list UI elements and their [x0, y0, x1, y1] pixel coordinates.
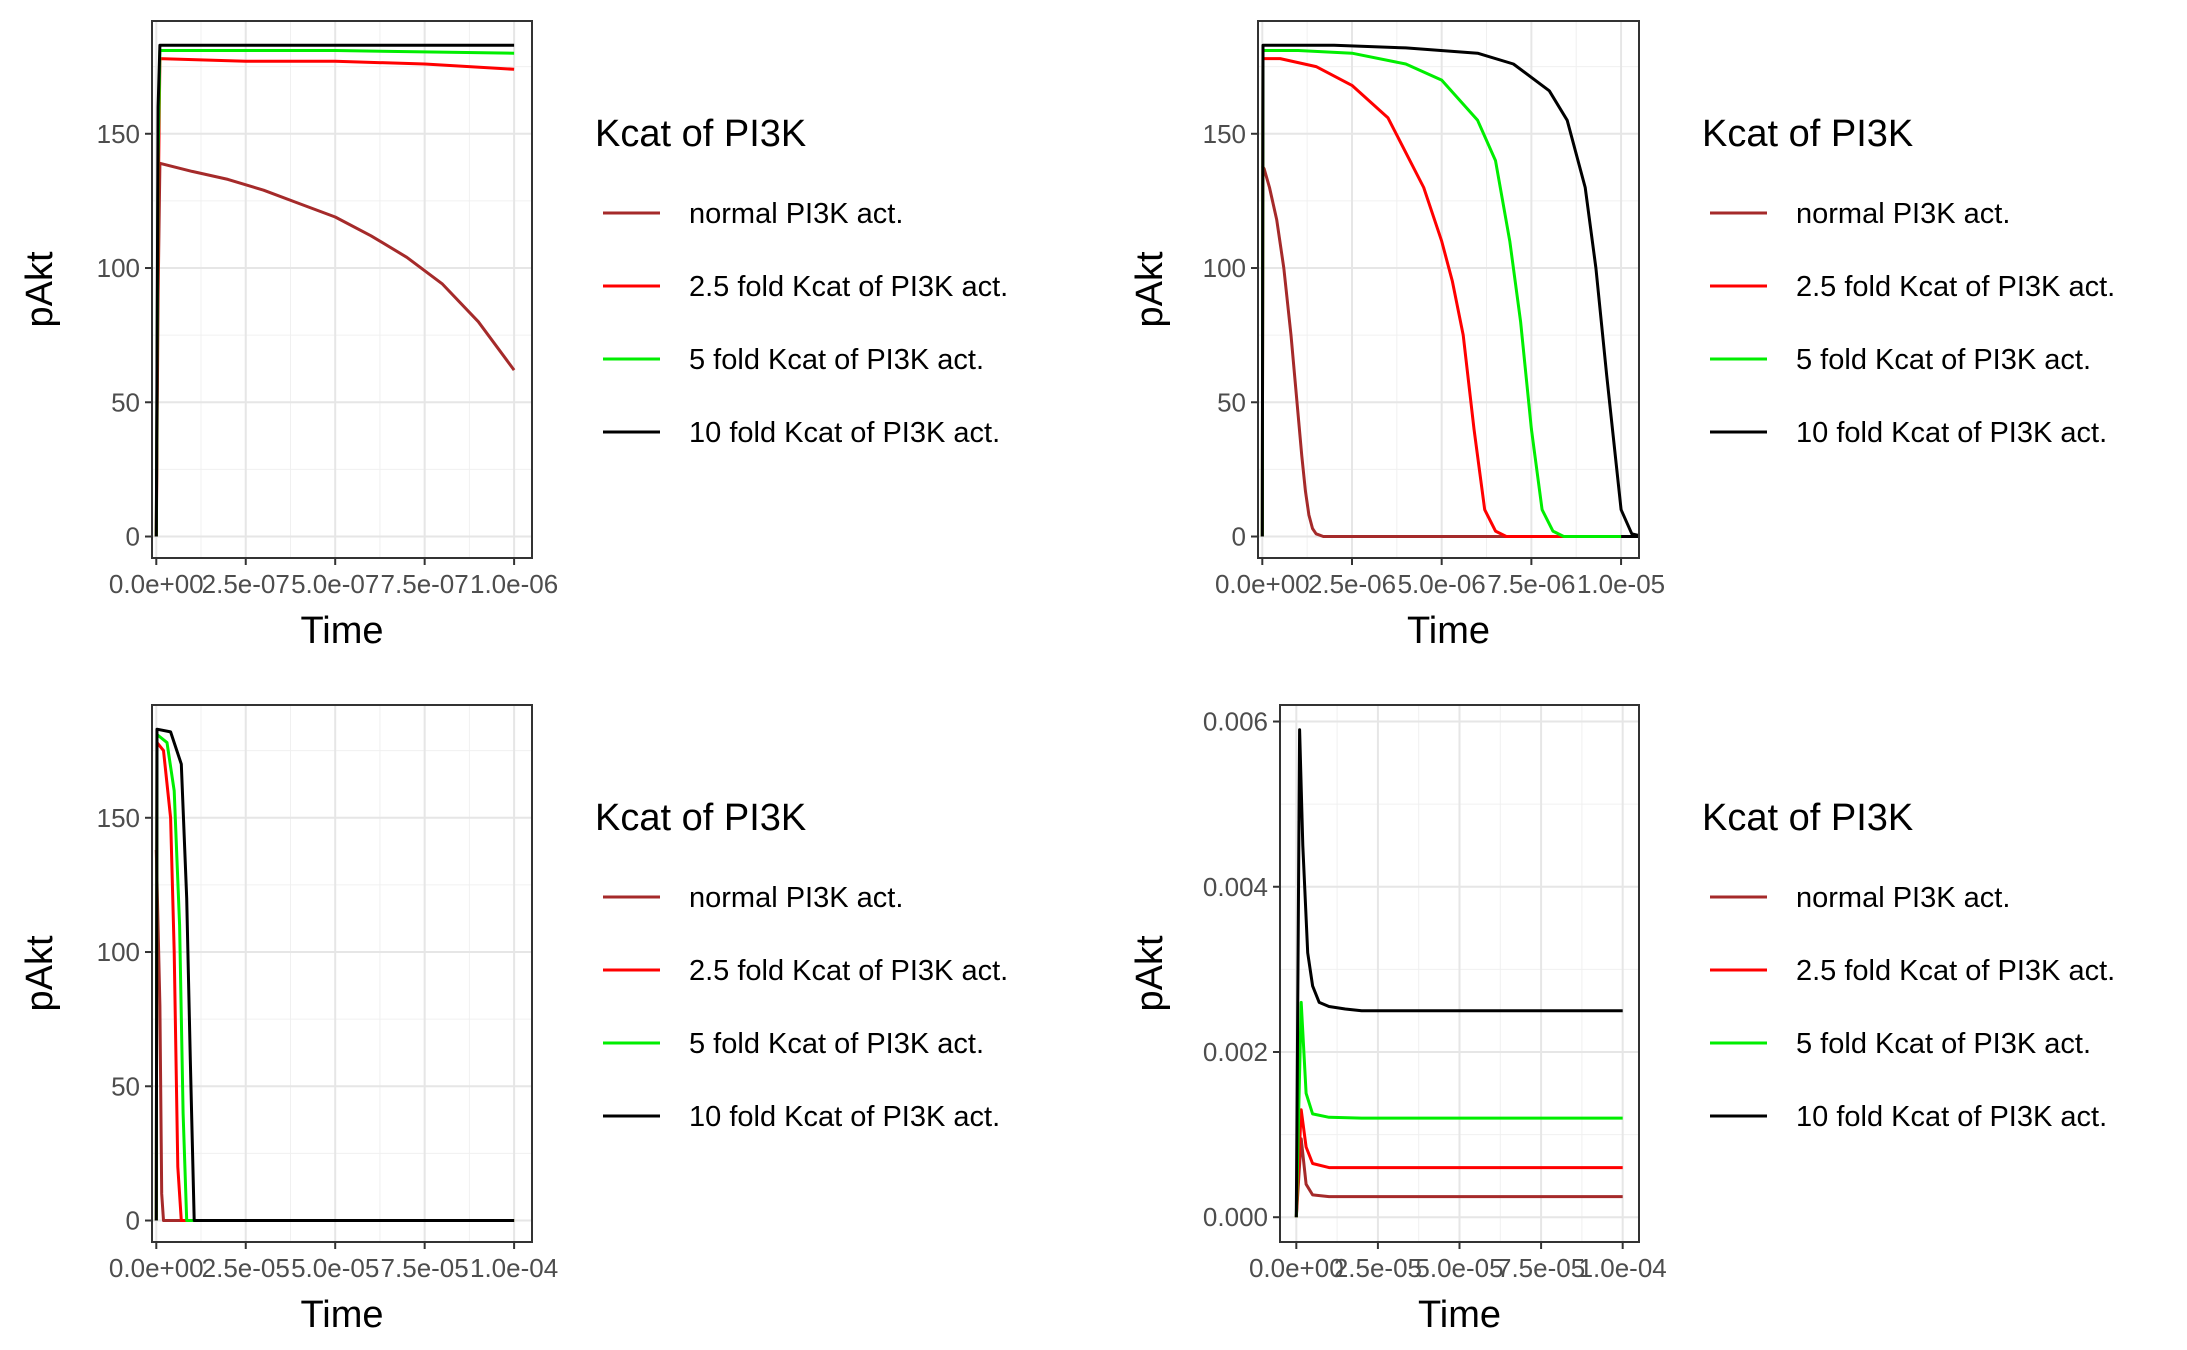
y-axis-title: pAkt: [1129, 251, 1171, 327]
y-axis-title: pAkt: [19, 935, 61, 1011]
series-line-4: [154, 727, 515, 1222]
x-tick-label: 5.0e-05: [1415, 1253, 1503, 1283]
x-tick-label: 1.0e-06: [470, 569, 558, 599]
y-tick-label: 0.004: [1203, 872, 1268, 902]
series-group: [1260, 43, 1639, 538]
legend-title: Kcat of PI3K: [1702, 797, 1913, 839]
x-tick-label: 7.5e-05: [381, 1253, 469, 1283]
y-tick-label: 0.002: [1203, 1037, 1268, 1067]
y-tick-label: 100: [97, 253, 140, 283]
x-tick-label: 7.5e-07: [381, 569, 469, 599]
x-tick-label: 7.5e-06: [1487, 569, 1575, 599]
y-tick-label: 0: [126, 1206, 140, 1236]
x-tick-label: 0.0e+00: [109, 569, 204, 599]
x-tick-label: 1.0e-05: [1577, 569, 1665, 599]
x-tick-label: 1.0e-04: [1579, 1253, 1667, 1283]
legend-label-1: normal PI3K act.: [1796, 882, 2010, 914]
y-tick-label: 50: [111, 1071, 140, 1101]
x-tick-label: 2.5e-05: [1334, 1253, 1422, 1283]
legend-label-2: 2.5 fold Kcat of PI3K act.: [1796, 271, 2115, 303]
y-tick-label: 50: [1217, 387, 1246, 417]
x-tick-label: 5.0e-07: [291, 569, 379, 599]
legend-title: Kcat of PI3K: [595, 797, 806, 839]
x-tick-label: 5.0e-06: [1398, 569, 1486, 599]
x-tick-label: 2.5e-07: [202, 569, 290, 599]
series-line-2: [1260, 57, 1622, 538]
series-line-4: [1260, 43, 1639, 538]
legend-label-1: normal PI3K act.: [689, 882, 903, 914]
y-tick-label: 150: [97, 119, 140, 149]
legend-title: Kcat of PI3K: [1702, 113, 1913, 155]
legend: Kcat of PI3K normal PI3K act. 2.5 fold Kca…: [1702, 797, 2115, 1133]
series-line-3: [1260, 49, 1622, 538]
y-tick-label: 0.006: [1203, 707, 1268, 737]
legend-label-4: 10 fold Kcat of PI3K act.: [1796, 1101, 2107, 1133]
series-line-4: [154, 43, 515, 537]
y-tick-label: 100: [97, 937, 140, 967]
chart-panel-3: 0.0e+002.5e-05 5.0e-05 7.5e-05 1.0e-04 0 50 10…: [19, 704, 1008, 1336]
y-tick-label: 0: [1232, 522, 1246, 552]
legend-label-3: 5 fold Kcat of PI3K act.: [1796, 1028, 2091, 1060]
legend: Kcat of PI3K normal PI3K act. 2.5 fold Kca…: [595, 113, 1008, 449]
series-group: [154, 43, 516, 537]
legend-label-4: 10 fold Kcat of PI3K act.: [689, 1101, 1000, 1133]
legend-label-2: 2.5 fold Kcat of PI3K act.: [689, 955, 1008, 987]
y-tick-label: 0: [126, 522, 140, 552]
x-tick-label: 0.0e+00: [1249, 1253, 1344, 1283]
x-tick-label: 0.0e+00: [1215, 569, 1310, 599]
series-line-2: [1294, 1108, 1623, 1218]
y-tick-label: 100: [1203, 253, 1246, 283]
y-axis-title: pAkt: [1129, 935, 1171, 1011]
x-tick-label: 1.0e-04: [470, 1253, 558, 1283]
panel-border: [1257, 20, 1640, 559]
legend-label-3: 5 fold Kcat of PI3K act.: [1796, 344, 2091, 376]
legend-label-4: 10 fold Kcat of PI3K act.: [689, 417, 1000, 449]
panel-border: [151, 20, 533, 559]
x-axis-title: Time: [300, 610, 383, 652]
series-group: [154, 727, 515, 1222]
x-tick-label: 7.5e-05: [1497, 1253, 1585, 1283]
y-tick-label: 50: [111, 387, 140, 417]
legend-label-2: 2.5 fold Kcat of PI3K act.: [1796, 955, 2115, 987]
series-group: [1294, 728, 1623, 1218]
legend-label-1: normal PI3K act.: [689, 198, 903, 230]
series-line-3: [154, 733, 515, 1222]
y-tick-label: 150: [1203, 119, 1246, 149]
legend-label-2: 2.5 fold Kcat of PI3K act.: [689, 271, 1008, 303]
legend: Kcat of PI3K normal PI3K act. 2.5 fold Kca…: [595, 797, 1008, 1133]
x-axis-title: Time: [1407, 610, 1490, 652]
series-line-3: [1294, 1000, 1623, 1218]
series-line-1: [1261, 165, 1622, 538]
x-axis-title: Time: [300, 1294, 383, 1336]
legend-label-3: 5 fold Kcat of PI3K act.: [689, 1028, 984, 1060]
panel-border: [151, 704, 533, 1243]
x-tick-label: 0.0e+00: [109, 1253, 204, 1283]
y-tick-label: 150: [97, 803, 140, 833]
chart-panel-2: 0.0e+002.5e-06 5.0e-06 7.5e-06 1.0e-05 0 50 10…: [1129, 20, 2115, 652]
y-axis-title: pAkt: [19, 251, 61, 327]
chart-panel-1: 0.0e+002.5e-07 5.0e-07 7.5e-07 1.0e-06 0 50 10…: [19, 20, 1008, 652]
x-tick-label: 5.0e-05: [291, 1253, 379, 1283]
y-tick-label: 0.000: [1203, 1202, 1268, 1232]
legend-label-1: normal PI3K act.: [1796, 198, 2010, 230]
x-tick-label: 2.5e-05: [202, 1253, 290, 1283]
x-tick-label: 2.5e-06: [1308, 569, 1396, 599]
chart-panel-4: 0.0e+002.5e-055.0e-057.5e-051.0e-04 0.000…: [1129, 704, 2115, 1336]
legend-label-3: 5 fold Kcat of PI3K act.: [689, 344, 984, 376]
series-line-4: [1294, 728, 1623, 1218]
legend: Kcat of PI3K normal PI3K act. 2.5 fold Kca…: [1702, 113, 2115, 449]
x-axis-title: Time: [1418, 1294, 1501, 1336]
legend-title: Kcat of PI3K: [595, 113, 806, 155]
legend-label-4: 10 fold Kcat of PI3K act.: [1796, 417, 2107, 449]
